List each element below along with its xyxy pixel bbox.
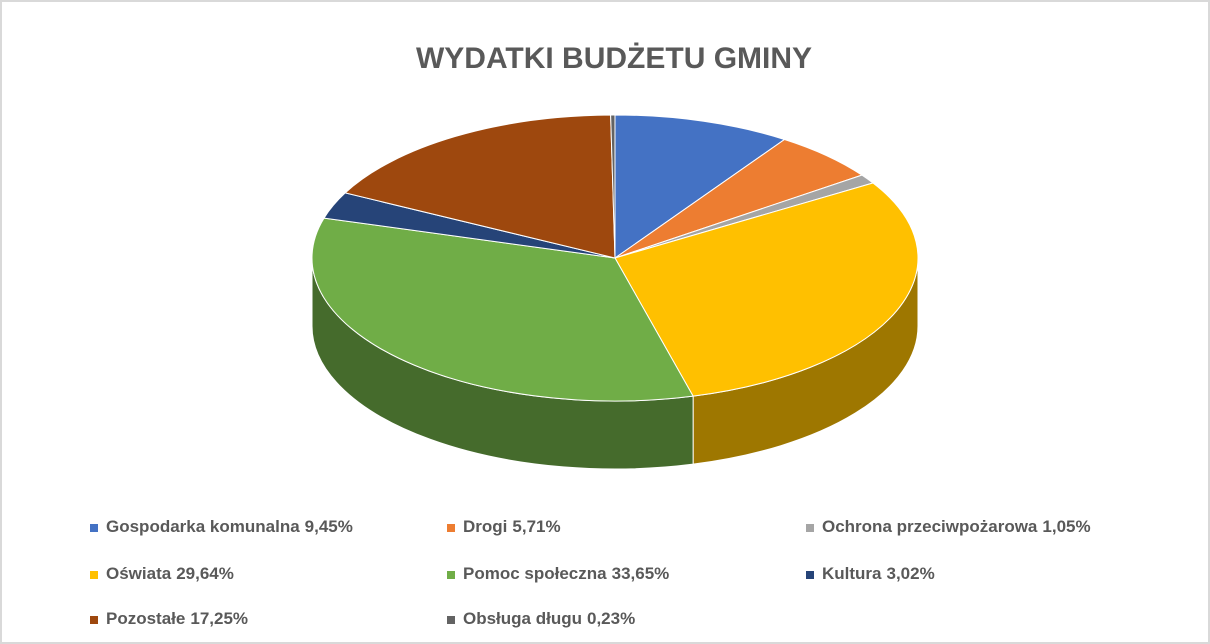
legend-entry: Gospodarka komunalna 9,45% xyxy=(106,517,353,536)
legend-value: 29,64% xyxy=(176,564,234,583)
legend-marker xyxy=(447,571,455,579)
legend-value: 5,71% xyxy=(512,517,560,536)
legend-value: 3,02% xyxy=(887,564,935,583)
legend-label: Drogi xyxy=(463,517,507,536)
legend-entry: Drogi 5,71% xyxy=(463,517,561,536)
slice xyxy=(344,114,616,259)
legend-entry: Ochrona przeciwpożarowa 1,05% xyxy=(822,517,1091,536)
legend-marker xyxy=(90,571,98,579)
legend-label: Obsługa długu xyxy=(463,609,582,628)
slice xyxy=(311,217,694,402)
legend-label: Oświata xyxy=(106,564,172,583)
legend-entry: Kultura 3,02% xyxy=(822,564,935,583)
legend-label: Pomoc społeczna xyxy=(463,564,607,583)
pie xyxy=(311,114,919,470)
legend-entry: Pozostałe 17,25% xyxy=(106,609,248,628)
legend-marker xyxy=(447,524,455,532)
legend-entry: Oświata 29,64% xyxy=(106,564,234,583)
legend-entry: Pomoc społeczna 33,65% xyxy=(463,564,669,583)
chart-title: WYDATKI BUDŻETU GMINY xyxy=(416,42,812,75)
legend-value: 0,23% xyxy=(587,609,635,628)
slice xyxy=(614,182,919,397)
legend-value: 17,25% xyxy=(190,609,248,628)
legend-label: Pozostałe xyxy=(106,609,185,628)
legend-label: Gospodarka komunalna xyxy=(106,517,300,536)
legend-marker xyxy=(90,616,98,624)
slice xyxy=(614,114,786,259)
legend-marker xyxy=(90,524,98,532)
legend-value: 33,65% xyxy=(612,564,670,583)
legend-value: 9,45% xyxy=(305,517,353,536)
legend-marker xyxy=(447,616,455,624)
legend-value: 1,05% xyxy=(1042,517,1090,536)
legend: Gospodarka komunalna 9,45% Drogi 5,71% Ochro… xyxy=(90,517,1091,628)
legend-marker xyxy=(806,571,814,579)
legend-entry: Obsługa długu 0,23% xyxy=(463,609,635,628)
legend-label: Kultura xyxy=(822,564,882,583)
legend-marker xyxy=(806,524,814,532)
legend-label: Ochrona przeciwpożarowa xyxy=(822,517,1038,536)
slice xyxy=(610,114,616,259)
